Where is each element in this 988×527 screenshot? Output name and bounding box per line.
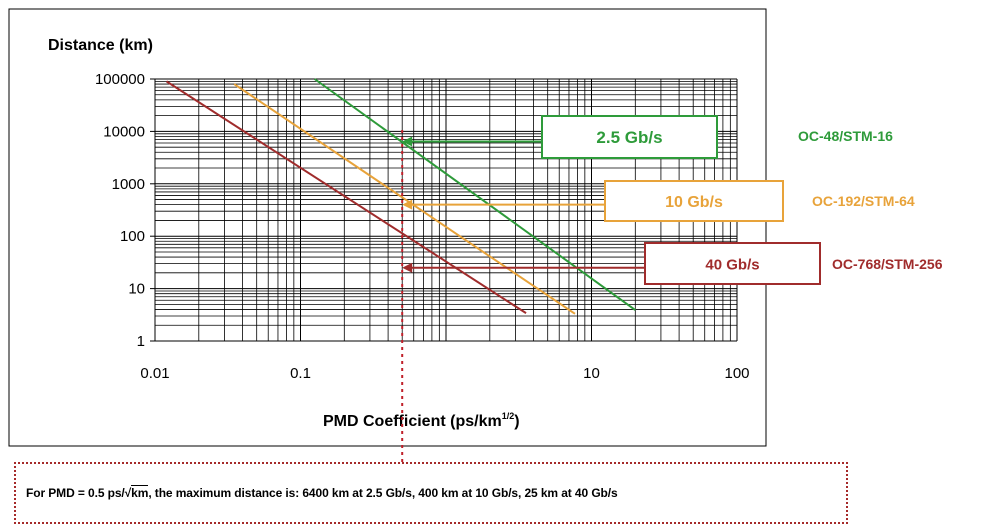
- y-axis-title: Distance (km): [48, 37, 153, 54]
- series-line: [314, 78, 636, 311]
- rate-box: [541, 115, 718, 159]
- series-lines: [165, 78, 636, 315]
- chart-frame: [8, 8, 767, 447]
- x-axis-ticks: 0.01 0.1 10 100: [140, 365, 749, 382]
- series-line: [233, 83, 576, 315]
- rate-callouts: 2.5 Gb/s OC-48/STM-16 10 Gb/s OC-192/STM-64…: [402, 115, 943, 285]
- rate-label: 10 Gb/s: [665, 194, 723, 211]
- standard-label: OC-768/STM-256: [832, 256, 943, 272]
- note-text: For PMD = 0.5 ps/√km, the maximum distan…: [26, 485, 618, 500]
- note-suffix: , the maximum distance is: 6400 km at 2.…: [148, 486, 618, 500]
- y-tick-label: 1000: [112, 176, 145, 193]
- y-tick-label: 10: [128, 281, 145, 298]
- x-tick-label: 0.1: [290, 365, 311, 382]
- rate-box: [604, 180, 784, 222]
- callout-arrow-head: [402, 262, 413, 273]
- note-root: km: [131, 485, 149, 500]
- rate-label: 40 Gb/s: [705, 257, 759, 274]
- y-tick-label: 1: [137, 333, 145, 350]
- note-box: [14, 462, 848, 524]
- callout-arrow-head: [402, 136, 413, 147]
- x-tick-label: 100: [724, 365, 749, 382]
- rate-label: 2.5 Gb/s: [596, 128, 662, 147]
- standard-label: OC-192/STM-64: [812, 193, 915, 209]
- y-tick-label: 100000: [95, 71, 145, 88]
- standard-label: OC-48/STM-16: [798, 128, 893, 144]
- y-tick-label: 10000: [103, 123, 145, 140]
- callout-arrow-head: [402, 199, 413, 210]
- series-line: [165, 80, 527, 314]
- y-tick-label: 100: [120, 228, 145, 245]
- x-tick-label: 10: [583, 365, 600, 382]
- y-axis-ticks: 1 10 100 1000 10000 100000: [95, 71, 155, 350]
- note-prefix: For PMD = 0.5 ps/: [26, 486, 125, 500]
- x-tick-label: 0.01: [140, 365, 169, 382]
- rate-box: [644, 242, 821, 285]
- x-axis-title: PMD Coefficient (ps/km1/2): [323, 411, 520, 430]
